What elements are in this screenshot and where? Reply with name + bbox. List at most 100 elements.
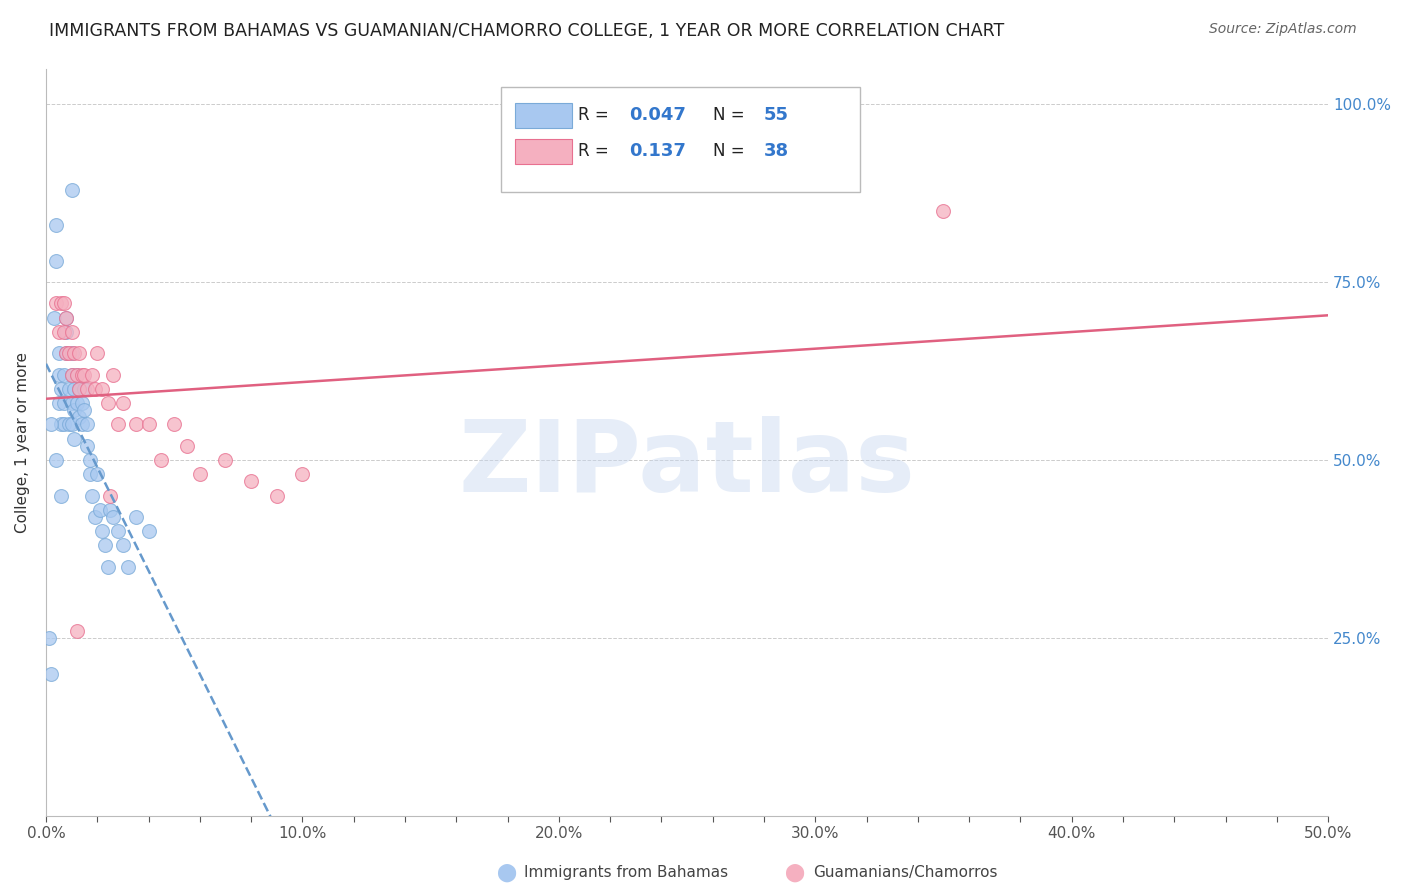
Y-axis label: College, 1 year or more: College, 1 year or more xyxy=(15,351,30,533)
Point xyxy=(66,368,89,382)
Point xyxy=(63,403,86,417)
Point xyxy=(60,182,83,196)
Point xyxy=(101,368,124,382)
Point xyxy=(111,538,134,552)
Text: Source: ZipAtlas.com: Source: ZipAtlas.com xyxy=(1209,22,1357,37)
Point xyxy=(91,382,114,396)
Point xyxy=(67,410,90,425)
Point xyxy=(138,417,160,432)
Point xyxy=(96,559,118,574)
Point xyxy=(73,382,96,396)
Point xyxy=(51,489,73,503)
Point xyxy=(70,396,93,410)
Text: ⬤: ⬤ xyxy=(785,863,804,881)
Point xyxy=(67,382,90,396)
Point xyxy=(98,503,121,517)
Point xyxy=(83,382,105,396)
Point xyxy=(45,296,67,310)
Point xyxy=(291,467,314,482)
Point xyxy=(55,346,77,360)
Point xyxy=(107,524,129,538)
Point xyxy=(79,467,101,482)
Text: Immigrants from Bahamas: Immigrants from Bahamas xyxy=(524,865,728,880)
Point xyxy=(48,368,70,382)
Point xyxy=(214,453,236,467)
Point xyxy=(52,368,75,382)
FancyBboxPatch shape xyxy=(501,87,860,192)
Point xyxy=(125,417,148,432)
Point xyxy=(163,417,186,432)
Text: N =: N = xyxy=(713,142,749,160)
Point xyxy=(94,538,117,552)
Point xyxy=(82,489,104,503)
Point xyxy=(240,475,263,489)
Point xyxy=(98,489,121,503)
Point xyxy=(266,489,288,503)
Text: 0.047: 0.047 xyxy=(630,106,686,124)
Point xyxy=(89,503,111,517)
Text: R =: R = xyxy=(578,142,619,160)
Point xyxy=(51,382,73,396)
Point xyxy=(66,368,89,382)
Point xyxy=(42,310,65,325)
Point xyxy=(66,624,89,638)
Point xyxy=(70,368,93,382)
Point xyxy=(176,439,198,453)
Point xyxy=(73,368,96,382)
Point xyxy=(55,310,77,325)
Point xyxy=(76,439,98,453)
Point xyxy=(101,510,124,524)
Point xyxy=(48,346,70,360)
Point xyxy=(52,325,75,339)
Point xyxy=(188,467,211,482)
Point xyxy=(76,417,98,432)
Point xyxy=(86,467,108,482)
Point xyxy=(73,403,96,417)
Point xyxy=(932,203,955,218)
Point xyxy=(45,253,67,268)
Point xyxy=(91,524,114,538)
Point xyxy=(150,453,173,467)
Point xyxy=(58,346,80,360)
Point xyxy=(67,346,90,360)
Point xyxy=(96,396,118,410)
Point xyxy=(63,382,86,396)
Point xyxy=(60,368,83,382)
Point xyxy=(60,346,83,360)
Text: N =: N = xyxy=(713,106,749,124)
FancyBboxPatch shape xyxy=(515,103,572,128)
Text: 55: 55 xyxy=(763,106,789,124)
Point xyxy=(48,325,70,339)
Point xyxy=(70,417,93,432)
Point xyxy=(66,396,89,410)
Point xyxy=(60,368,83,382)
Point xyxy=(58,417,80,432)
Point xyxy=(48,396,70,410)
Point xyxy=(60,417,83,432)
Point xyxy=(76,382,98,396)
Point xyxy=(52,396,75,410)
Point xyxy=(55,325,77,339)
Point xyxy=(125,510,148,524)
Point xyxy=(55,310,77,325)
Point xyxy=(39,666,62,681)
Point xyxy=(67,382,90,396)
Point xyxy=(60,396,83,410)
Point xyxy=(107,417,129,432)
Text: 0.137: 0.137 xyxy=(630,142,686,160)
Point xyxy=(45,218,67,232)
Point xyxy=(45,453,67,467)
Point xyxy=(138,524,160,538)
Point xyxy=(79,453,101,467)
Point xyxy=(51,296,73,310)
Text: Guamanians/Chamorros: Guamanians/Chamorros xyxy=(813,865,997,880)
Point xyxy=(39,417,62,432)
Text: 38: 38 xyxy=(763,142,789,160)
Text: ZIPatlas: ZIPatlas xyxy=(458,417,915,513)
Point xyxy=(60,325,83,339)
Point xyxy=(51,417,73,432)
Text: R =: R = xyxy=(578,106,614,124)
Point xyxy=(111,396,134,410)
Point xyxy=(63,346,86,360)
Text: IMMIGRANTS FROM BAHAMAS VS GUAMANIAN/CHAMORRO COLLEGE, 1 YEAR OR MORE CORRELATIO: IMMIGRANTS FROM BAHAMAS VS GUAMANIAN/CHA… xyxy=(49,22,1004,40)
